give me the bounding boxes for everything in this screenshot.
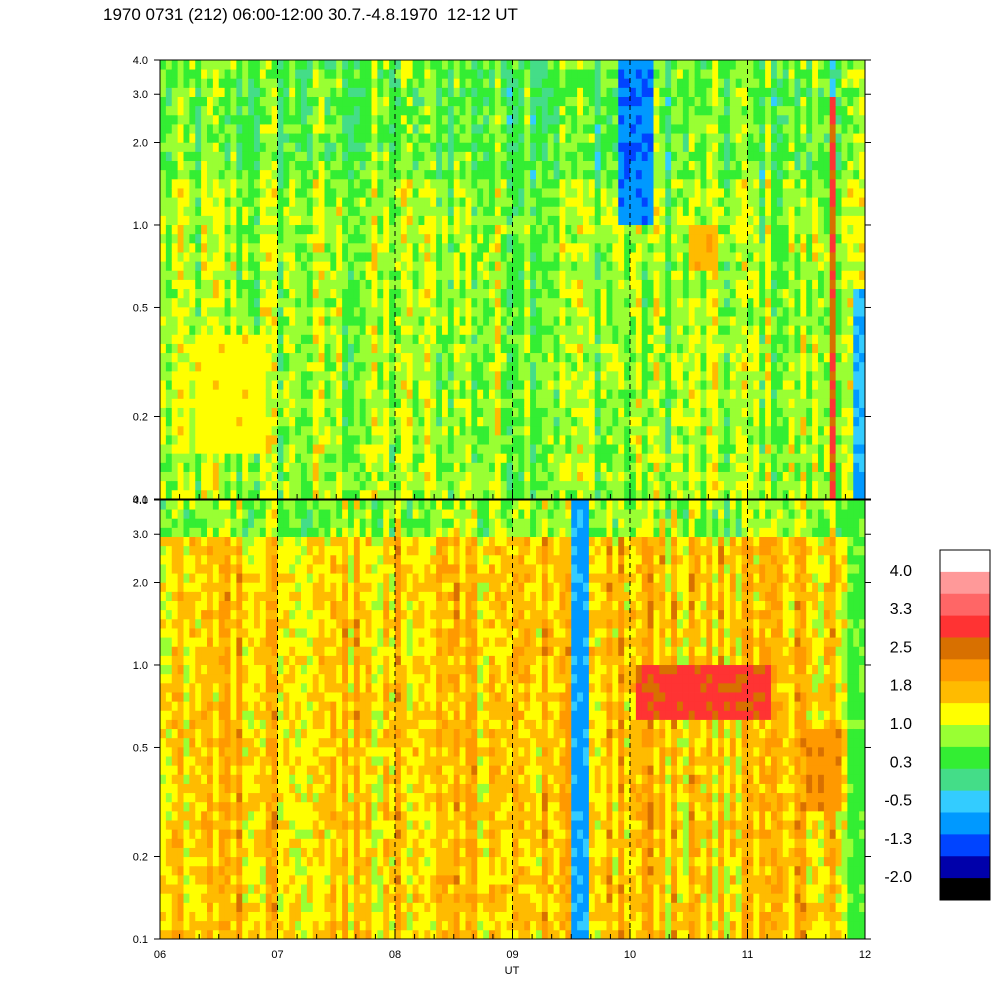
y-tick-label: 2.0	[133, 577, 148, 589]
chart-title: 1970 0731 (212) 06:00-12:00 30.7.-4.8.19…	[103, 5, 518, 24]
colorbar-swatch	[940, 856, 990, 879]
colorbar-swatch	[940, 659, 990, 682]
colorbar-label: -2.0	[884, 869, 912, 886]
colorbar-swatch	[940, 834, 990, 857]
colorbar-swatch	[940, 637, 990, 660]
y-tick-label: 1.0	[133, 660, 148, 672]
colorbar-swatch	[940, 768, 990, 792]
x-tick-label: 10	[624, 949, 636, 961]
y-tick-label: 0.2	[133, 852, 148, 864]
x-axis-title: UT	[505, 965, 520, 977]
y-tick-label: 1.0	[133, 220, 148, 232]
colorbar-swatch	[940, 878, 990, 901]
colorbar-label: 1.0	[890, 716, 912, 733]
y-tick-label: 4.0	[133, 495, 148, 507]
colorbar-swatch	[940, 593, 990, 617]
y-tick-label: 3.0	[133, 529, 148, 541]
x-tick-label: 08	[389, 949, 401, 961]
colorbar-swatch	[940, 571, 990, 595]
y-tick-label: 0.5	[133, 742, 148, 754]
colorbar-label: 2.5	[890, 639, 912, 656]
colorbar-label: 0.3	[890, 754, 912, 771]
colorbar-swatch	[940, 550, 990, 573]
axes: 0.10.20.51.02.03.04.00.10.20.51.02.03.04…	[133, 55, 871, 977]
y-tick-label: 4.0	[133, 55, 148, 67]
x-tick-label: 12	[859, 949, 871, 961]
x-tick-label: 11	[742, 949, 753, 961]
colorbar-swatch	[940, 812, 990, 835]
x-tick-label: 07	[271, 949, 283, 961]
y-tick-label: 0.1	[133, 934, 148, 946]
colorbar-label: -1.3	[884, 831, 912, 848]
colorbar-label: 4.0	[890, 563, 912, 580]
y-tick-label: 0.1	[133, 494, 148, 506]
colorbar-swatch	[940, 790, 990, 813]
colorbar-label: 1.8	[890, 678, 912, 695]
colorbar-swatch	[940, 725, 990, 748]
colorbar-label: 3.3	[890, 601, 912, 618]
colorbar: 4.0 3.3 2.5 1.8 1.0 0.3 -0.5 -1.3 -2.0	[884, 549, 991, 901]
upper-panel	[160, 60, 865, 499]
colorbar-swatch	[940, 746, 990, 770]
colorbar-label: -0.5	[884, 793, 912, 810]
x-tick-label: 06	[154, 949, 166, 961]
y-tick-label: 0.5	[133, 302, 148, 314]
y-tick-label: 3.0	[133, 89, 148, 101]
colorbar-swatch	[940, 681, 990, 704]
y-tick-label: 0.2	[133, 412, 148, 424]
x-tick-label: 09	[506, 949, 518, 961]
colorbar-swatch	[940, 615, 990, 638]
lower-panel	[160, 500, 865, 939]
colorbar-swatch	[940, 703, 990, 726]
y-tick-label: 2.0	[133, 137, 148, 149]
